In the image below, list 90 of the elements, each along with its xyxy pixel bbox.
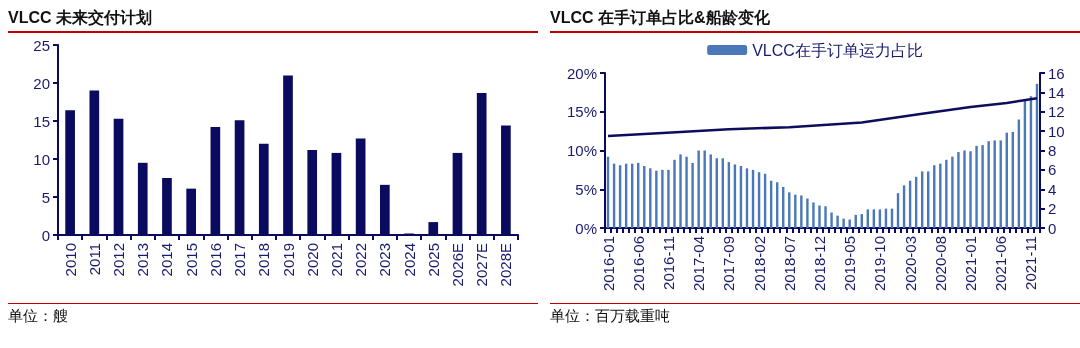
bar [691,162,694,228]
bar [806,198,809,228]
x-tick-label: 2020 [303,243,321,277]
bar [812,202,815,228]
x-tick-label: 2020-03 [901,236,919,292]
y2-tick-label: 6 [1048,161,1057,179]
x-tick-label: 2021-06 [992,236,1010,292]
x-tick-label: 2019-05 [841,236,859,292]
line-series [606,96,1039,138]
x-tick-label: 2012 [110,243,128,277]
y-tick-label: 15 [33,112,50,130]
x-tick-label: 2016-06 [629,236,647,292]
x-tick-label: 2026E [448,243,466,287]
bar [830,212,833,228]
x-tick-label: 2014 [158,243,176,277]
bar [945,159,948,228]
y2-tick-label: 14 [1048,83,1065,101]
bar [655,170,658,228]
x-tick-label: 2020-08 [931,236,949,292]
y-tick-label: 5% [575,180,597,198]
x-tick-label: 2017-04 [690,236,708,292]
x-tick-label: 2024 [400,243,418,277]
bar [969,151,972,228]
y-tick-label: 15% [566,103,597,121]
bar [939,163,942,228]
x-tick-label: 2018-12 [810,236,828,292]
x-tick-label: 2010 [61,243,79,277]
bar [975,145,978,228]
y2-tick-label: 2 [1048,200,1057,218]
y2-tick-label: 4 [1048,180,1057,198]
x-tick-label: 2021 [327,243,345,277]
text: 单位：百万载重吨 [550,307,670,324]
x-tick-label: 2017 [231,243,249,277]
x-tick-label: 2017-09 [720,236,738,292]
x-tick-label: 2027E [473,243,491,287]
bar [981,145,984,228]
x-tick-label: 2013 [134,243,152,277]
y2-tick-label: 12 [1048,103,1065,121]
x-tick-label: 2015 [182,243,200,277]
y2-tick-label: 10 [1048,122,1065,140]
text: 单位：艘 [8,307,68,324]
y2-tick-label: 8 [1048,142,1057,159]
x-tick-label: 2018-07 [780,236,798,292]
x-tick-label: 2025 [424,243,442,277]
x-tick-label: 2016-01 [599,236,617,292]
y-tick-label: 0 [41,226,50,244]
bar [848,219,851,228]
x-tick-label: 2016-11 [659,236,677,290]
bar [703,150,706,228]
bar [649,168,652,228]
y2-tick-label: 16 [1048,64,1065,82]
x-tick-label: 2018 [255,243,273,277]
bar [993,140,996,228]
x-tick-label: 2022 [352,243,370,277]
x-tick-label: 2019 [279,243,297,277]
bar [987,141,990,228]
bar [673,159,676,228]
y-tick-label: 0% [575,219,597,237]
x-tick-label: 2018-02 [750,236,768,292]
y-tick-label: 10% [566,142,597,159]
bar [957,152,960,228]
x-tick-label: 2019-10 [871,236,889,292]
bar [818,205,821,228]
bar [951,156,954,228]
y-tick-label: 20 [33,74,50,92]
bar [697,150,700,228]
x-tick-label: 2016 [206,243,224,277]
bar [685,156,688,228]
bar [963,150,966,228]
x-tick-label: 2023 [376,243,394,277]
bar [661,169,664,228]
chart-title: VLCC 未来交付计划 [8,8,538,33]
x-tick-label: 2011 [85,243,103,276]
bar [794,194,797,228]
x-tick-label: 2021-11 [1022,236,1040,290]
x-tick-label: 2028E [497,243,515,287]
y2-tick-label: 0 [1048,219,1057,237]
bar [836,215,839,228]
bar [842,218,845,228]
bar [800,195,803,228]
legend-label: VLCC在手订单运力占比 [752,41,923,59]
chart-title: VLCC 在手订单占比&船龄变化 [550,8,1080,33]
y-tick-label: 20% [566,64,597,82]
y-tick-label: 5 [41,188,50,206]
bar [667,169,670,228]
bar [824,206,827,228]
bar [679,154,682,228]
y-tick-label: 10 [33,150,50,168]
y-tick-label: 25 [33,36,50,54]
x-tick-label: 2021-01 [962,236,980,292]
